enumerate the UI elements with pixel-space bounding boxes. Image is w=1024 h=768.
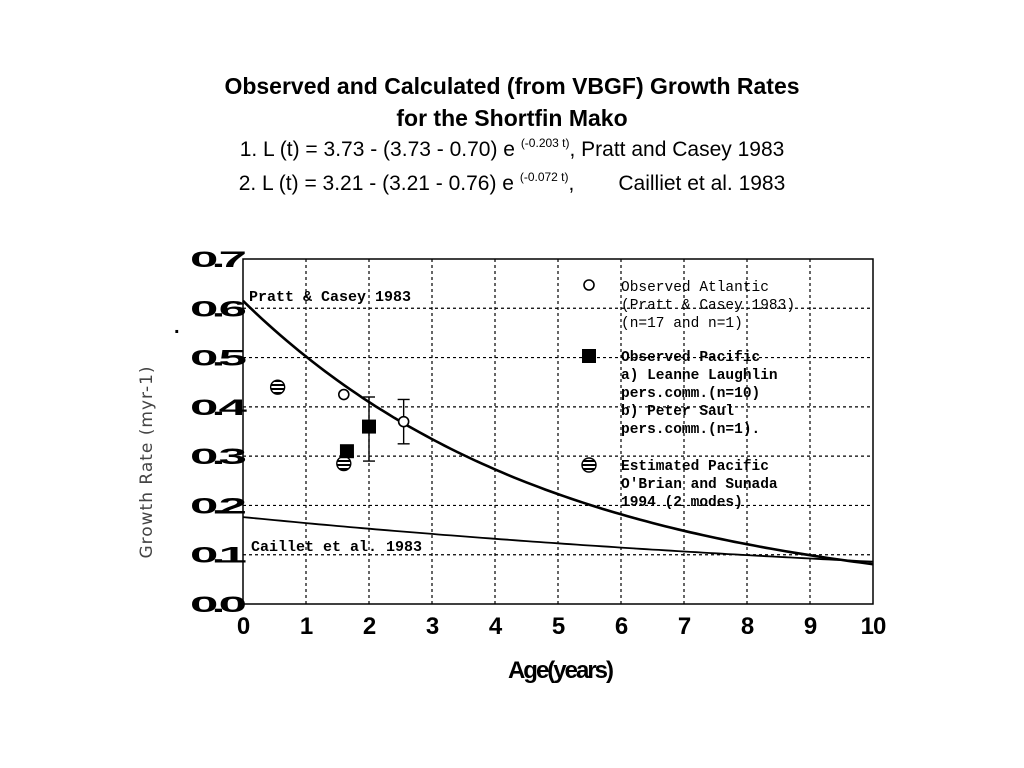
x-tick-label: 3 xyxy=(426,613,439,640)
y-tick-label: 0.0 xyxy=(190,592,246,617)
tick-labels: 0 1 2 3 4 5 6 7 8 9 10 0.0 0.1 0.2 0.3 0.4 0.5 0.6 0.7 xyxy=(190,247,887,640)
data-points xyxy=(269,379,410,472)
equation-2-reference: Cailliet et al. 1983 xyxy=(618,172,786,195)
y-tick-label: 0.3 xyxy=(190,444,246,469)
equation-2: 2. L (t) = 3.21 - (3.21 - 0.76) e (-0.07… xyxy=(0,168,1024,202)
data-point xyxy=(339,444,354,459)
data-point xyxy=(336,455,352,472)
gridlines xyxy=(243,259,873,604)
stray-dot-mark: . xyxy=(174,316,180,338)
chart-title-line1: Observed and Calculated (from VBGF) Grow… xyxy=(224,73,800,99)
y-tick-label: 0.1 xyxy=(190,543,246,568)
data-point xyxy=(397,415,410,428)
data-point xyxy=(269,379,286,395)
legend-entry-text: pers.comm.(n=10) xyxy=(621,386,760,402)
legend-entry-text: b) Peter Saul xyxy=(621,404,734,420)
y-axis-label: Growth Rate (myr-1) xyxy=(137,365,157,558)
data-point xyxy=(362,419,376,434)
legend-entry-text: (n=17 and n=1) xyxy=(621,316,743,332)
x-tick-label: 1 xyxy=(300,613,313,640)
chart-title-line2: for the Shortfin Mako xyxy=(396,105,628,131)
x-tick-label: 6 xyxy=(615,613,628,640)
legend-entry-text: pers.comm.(n=1). xyxy=(621,422,760,438)
vbgf-curve-line xyxy=(242,516,874,563)
legend-swatch xyxy=(581,457,597,473)
vbgf-curve-line xyxy=(242,299,874,566)
x-axis-label: Age(years) xyxy=(508,657,613,684)
legend: Observed Atlantic (Pratt & Casey 1983) (n=… xyxy=(581,279,795,511)
legend-entry-text: Observed Pacific xyxy=(621,350,760,366)
y-tick-label: 0.6 xyxy=(190,296,246,321)
equation-2-exponent: (-0.072 t) xyxy=(519,170,569,184)
legend-entry-text: Observed Atlantic xyxy=(621,280,769,296)
curve-label-pratt: Pratt & Casey 1983 xyxy=(249,289,411,306)
equation-1: 1. L (t) = 3.73 - (3.73 - 0.70) e (-0.20… xyxy=(0,134,1024,168)
data-point xyxy=(337,388,350,401)
y-tick-label: 0.7 xyxy=(190,247,246,272)
legend-entry-text: Estimated Pacific xyxy=(621,459,769,475)
x-tick-label: 7 xyxy=(678,613,691,640)
equation-2-comma: , xyxy=(568,172,575,195)
legend-swatch xyxy=(582,349,596,363)
x-tick-label: 4 xyxy=(489,613,503,640)
x-tick-label: 9 xyxy=(804,613,817,640)
x-tick-label: 8 xyxy=(741,613,754,640)
curve-label-cailliet: Caillet et al. 1983 xyxy=(251,539,422,556)
y-tick-label: 0.4 xyxy=(190,395,249,420)
equation-1-main: 1. L (t) = 3.73 - (3.73 - 0.70) e xyxy=(239,138,515,161)
equation-1-reference: , Pratt and Casey 1983 xyxy=(569,138,785,161)
x-tick-label: 0 xyxy=(237,613,250,640)
legend-entry-text: a) Leanne Laughlin xyxy=(621,368,778,384)
legend-entry-text: O'Brian and Sunada xyxy=(621,477,778,493)
legend-entry-text: (Pratt & Casey 1983) xyxy=(621,298,795,314)
equation-2-main: 2. L (t) = 3.21 - (3.21 - 0.76) e xyxy=(238,172,514,195)
x-tick-label: 5 xyxy=(552,613,565,640)
x-tick-label: 10 xyxy=(861,613,886,640)
y-tick-label: 0.5 xyxy=(190,346,246,371)
x-tick-label: 2 xyxy=(363,613,376,640)
legend-entry-text: 1994 (2 modes) xyxy=(621,495,743,511)
y-tick-label: 0.2 xyxy=(190,493,246,518)
chart-heading: Observed and Calculated (from VBGF) Grow… xyxy=(0,70,1024,202)
fitted-curves: Pratt & Casey 1983 Caillet et al. 1983 xyxy=(242,289,874,566)
equation-1-exponent: (-0.203 t) xyxy=(520,136,570,150)
legend-swatch xyxy=(583,279,595,291)
